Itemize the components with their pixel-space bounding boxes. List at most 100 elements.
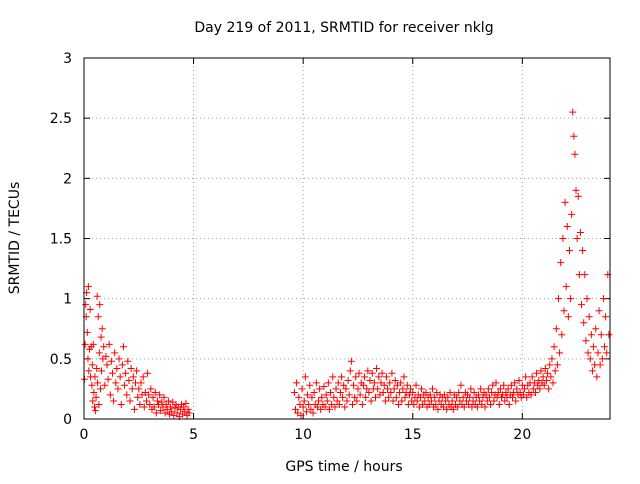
data-point: [128, 385, 136, 393]
data-point: [380, 381, 388, 389]
data-point: [593, 373, 601, 381]
data-point: [308, 393, 316, 401]
data-point: [565, 247, 573, 255]
data-point: [444, 393, 452, 401]
data-point: [385, 393, 393, 401]
data-point: [470, 389, 478, 397]
data-point: [515, 376, 523, 384]
data-point: [601, 343, 609, 351]
data-point: [98, 325, 106, 333]
data-point: [301, 373, 309, 381]
y-tick-label: 1.5: [50, 232, 72, 248]
data-point: [598, 355, 606, 363]
data-point: [158, 398, 166, 406]
data-point: [291, 405, 299, 413]
data-point: [576, 228, 584, 236]
data-point: [82, 301, 90, 309]
data-point: [168, 408, 176, 416]
data-point: [395, 401, 403, 409]
data-point: [553, 361, 561, 369]
data-point: [477, 385, 485, 393]
data-point: [546, 361, 554, 369]
data-point: [150, 403, 158, 411]
data-point: [533, 369, 541, 377]
data-point: [306, 381, 314, 389]
data-point: [160, 393, 168, 401]
data-point: [127, 364, 135, 372]
data-point: [388, 369, 396, 377]
data-point: [307, 405, 315, 413]
y-tick-label: 2: [63, 171, 72, 187]
data-point: [341, 403, 349, 411]
data-point: [322, 391, 330, 399]
data-point: [318, 393, 326, 401]
data-point: [592, 325, 600, 333]
data-point: [551, 367, 559, 375]
y-tick-label: 0: [63, 412, 72, 428]
y-tick-label: 0.5: [50, 352, 72, 368]
data-point: [88, 381, 96, 389]
data-point: [119, 343, 127, 351]
data-point: [561, 198, 569, 206]
data-point: [467, 385, 475, 393]
data-point: [562, 283, 570, 291]
data-point: [364, 367, 372, 375]
data-point: [91, 407, 99, 415]
data-point: [409, 389, 417, 397]
data-point: [552, 325, 560, 333]
data-point: [529, 385, 537, 393]
y-tick-label: 1: [63, 292, 72, 308]
data-point: [557, 259, 565, 267]
data-point: [363, 385, 371, 393]
data-point: [449, 405, 457, 413]
data-point: [570, 132, 578, 140]
data-point: [500, 381, 508, 389]
data-point: [586, 355, 594, 363]
data-point: [368, 369, 376, 377]
data-point: [106, 391, 114, 399]
data-point: [184, 405, 192, 413]
data-point: [334, 379, 342, 387]
data-point: [110, 397, 118, 405]
data-point: [390, 385, 398, 393]
data-point: [342, 385, 350, 393]
data-point: [339, 393, 347, 401]
data-point: [295, 393, 303, 401]
data-point: [579, 247, 587, 255]
data-point: [149, 393, 157, 401]
data-point: [336, 389, 344, 397]
data-point: [375, 373, 383, 381]
data-point: [571, 150, 579, 158]
data-point: [501, 397, 509, 405]
data-point: [330, 393, 338, 401]
data-point: [487, 401, 495, 409]
data-point: [95, 401, 103, 409]
data-point: [94, 313, 102, 321]
data-point: [494, 389, 502, 397]
data-point: [419, 401, 427, 409]
data-point: [85, 367, 93, 375]
data-point: [587, 331, 595, 339]
data-point: [442, 397, 450, 405]
data-point: [151, 389, 159, 397]
data-point: [370, 379, 378, 387]
data-point: [475, 391, 482, 399]
data-point: [142, 397, 150, 405]
data-point: [366, 376, 374, 384]
data-point: [539, 373, 547, 381]
data-point: [588, 367, 596, 375]
data-point: [348, 401, 356, 409]
data-point: [560, 307, 568, 315]
data-point: [152, 409, 160, 417]
data-point: [324, 379, 332, 387]
data-point: [397, 379, 405, 387]
data-point: [315, 397, 323, 405]
data-point: [297, 411, 305, 419]
data-point: [485, 393, 493, 401]
data-point: [145, 391, 153, 399]
data-point: [335, 401, 343, 409]
data-point: [585, 313, 593, 321]
data-point: [513, 385, 521, 393]
